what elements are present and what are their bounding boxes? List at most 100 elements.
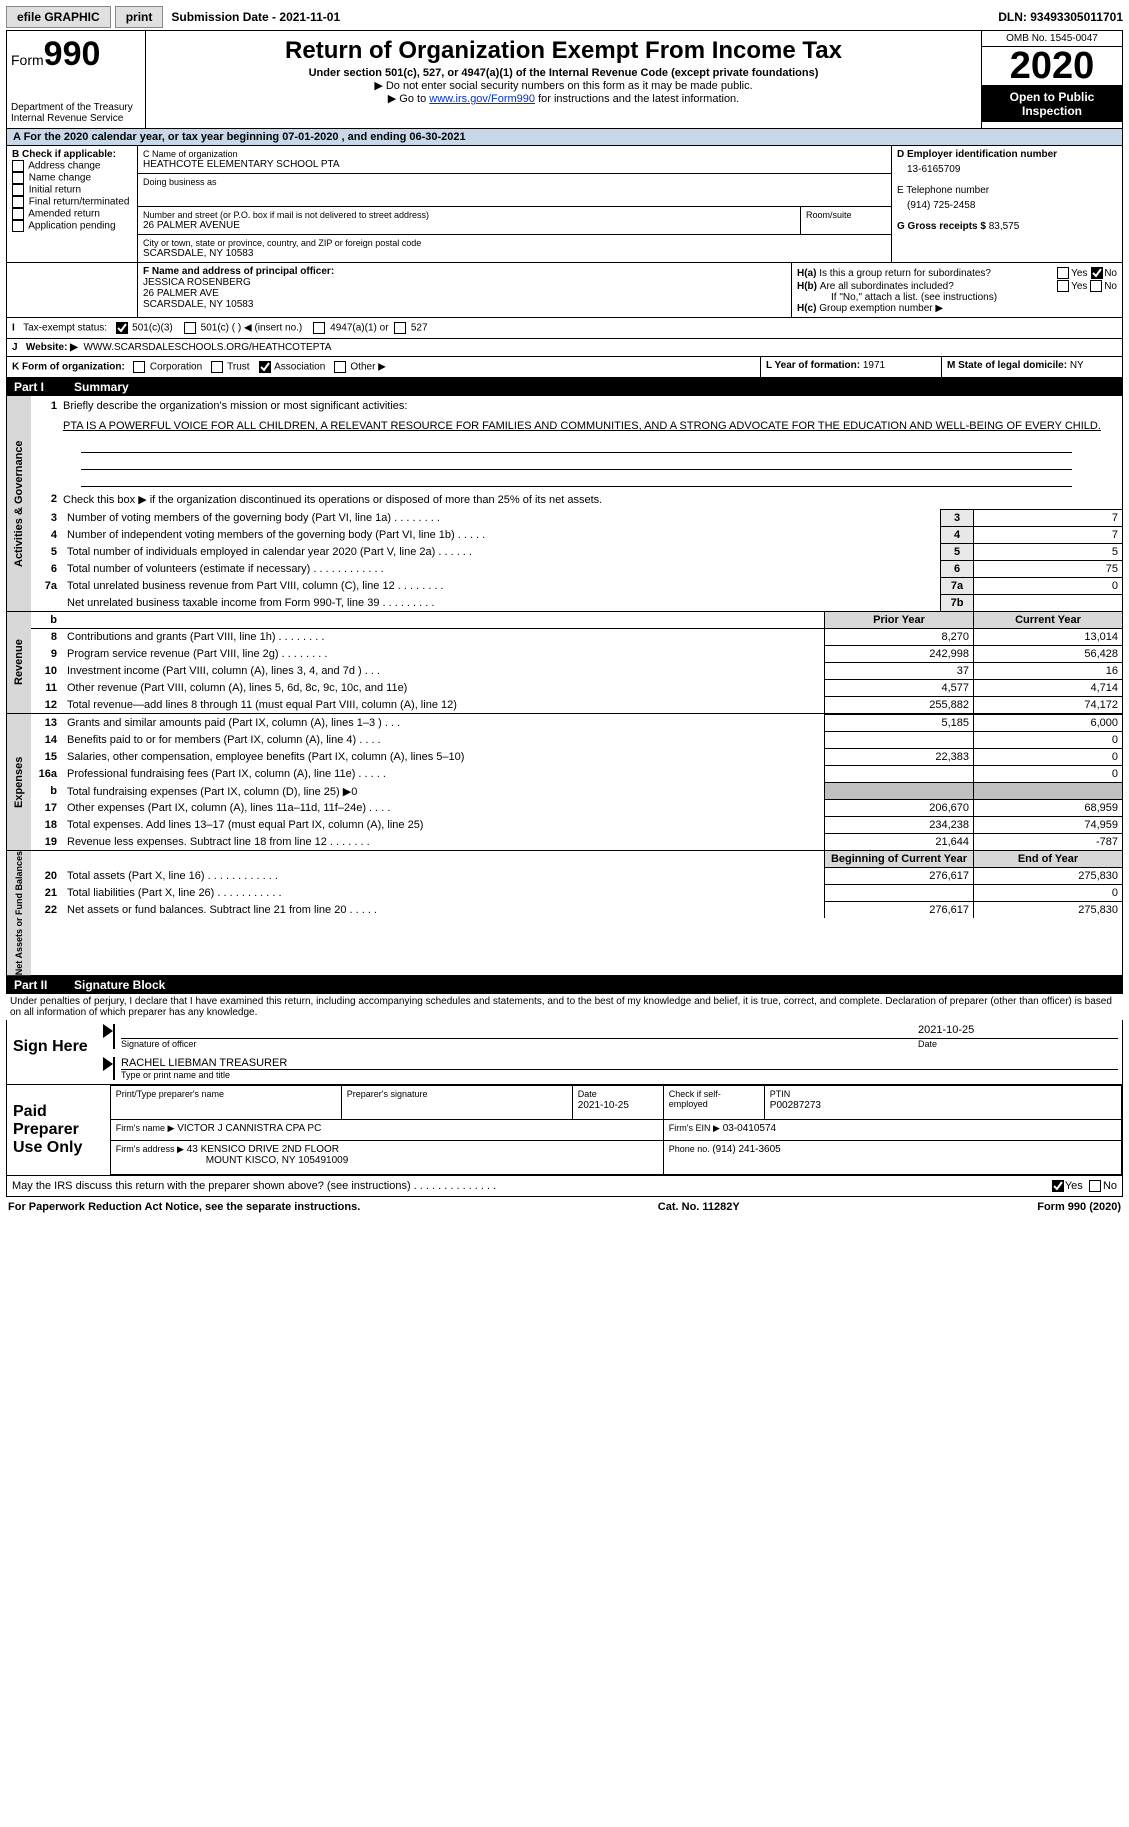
fin-line: Contributions and grants (Part VIII, lin… (63, 629, 825, 646)
c-label: C Name of organization (143, 149, 886, 159)
line2-label: Check this box ▶ if the organization dis… (63, 493, 1118, 506)
b-checkbox[interactable] (12, 160, 24, 172)
b-option: Application pending (12, 220, 132, 232)
fin-line: Net assets or fund balances. Subtract li… (63, 902, 825, 919)
table-row: 10Investment income (Part VIII, column (… (31, 663, 1122, 680)
row-a-tax-year: A For the 2020 calendar year, or tax yea… (6, 129, 1123, 146)
hb-yes-checkbox[interactable] (1057, 280, 1069, 292)
page-footer: For Paperwork Reduction Act Notice, see … (6, 1197, 1123, 1217)
501c-checkbox[interactable] (184, 322, 196, 334)
efile-button[interactable]: efile GRAPHIC (6, 6, 111, 28)
fin-line: Total liabilities (Part X, line 26) . . … (63, 885, 825, 902)
section-f-h: F Name and address of principal officer:… (6, 263, 1123, 318)
hb-label: Are all subordinates included? (820, 281, 1057, 292)
discuss-no-checkbox[interactable] (1089, 1180, 1101, 1192)
discuss-yes-checkbox[interactable] (1051, 1179, 1065, 1193)
b-title: B Check if applicable: (12, 149, 132, 160)
assoc-checkbox[interactable] (258, 360, 272, 374)
fin-line: Other revenue (Part VIII, column (A), li… (63, 680, 825, 697)
ha-no-checkbox[interactable] (1090, 266, 1104, 280)
table-row: 17Other expenses (Part IX, column (A), l… (31, 800, 1122, 817)
table-row: 13Grants and similar amounts paid (Part … (31, 715, 1122, 732)
table-row: 14Benefits paid to or for members (Part … (31, 732, 1122, 749)
527-checkbox[interactable] (394, 322, 406, 334)
irs-label: Internal Revenue Service (11, 113, 141, 124)
row-k-l-m: K Form of organization: Corporation Trus… (6, 357, 1123, 378)
discuss-row: May the IRS discuss this return with the… (6, 1176, 1123, 1197)
ein: 13-6165709 (897, 160, 1117, 185)
b-checkbox[interactable] (12, 196, 24, 208)
corp-checkbox[interactable] (133, 361, 145, 373)
table-row: 20Total assets (Part X, line 16) . . . .… (31, 868, 1122, 885)
part1-header: Part ISummary (6, 378, 1123, 396)
blank-line (81, 472, 1072, 487)
hb-no-checkbox[interactable] (1090, 280, 1102, 292)
form-title: Return of Organization Exempt From Incom… (154, 37, 973, 65)
g-gross-receipts: G Gross receipts $ 83,575 (897, 221, 1117, 232)
website: WWW.SCARSDALESCHOOLS.ORG/HEATHCOTEPTA (83, 342, 331, 353)
b-option: Address change (12, 160, 132, 172)
other-checkbox[interactable] (334, 361, 346, 373)
row-i: I Tax-exempt status: 501(c)(3) 501(c) ( … (6, 318, 1123, 339)
line5: Total number of individuals employed in … (63, 544, 941, 561)
dba-label: Doing business as (143, 177, 886, 187)
section-b-to-g: B Check if applicable: Address change Na… (6, 146, 1123, 263)
ha-label: Is this a group return for subordinates? (819, 268, 1057, 279)
fin-line: Other expenses (Part IX, column (A), lin… (63, 800, 825, 817)
firm-ein: 03-0410574 (723, 1123, 776, 1134)
fin-line: Benefits paid to or for members (Part IX… (63, 732, 825, 749)
table-row: 11Other revenue (Part VIII, column (A), … (31, 680, 1122, 697)
part2-header: Part IISignature Block (6, 976, 1123, 994)
table-row: 21Total liabilities (Part X, line 26) . … (31, 885, 1122, 902)
fin-line: Total revenue—add lines 8 through 11 (mu… (63, 697, 825, 714)
hc-label: Group exemption number ▶ (819, 303, 943, 314)
table-row: 22Net assets or fund balances. Subtract … (31, 902, 1122, 919)
table-row: 9Program service revenue (Part VIII, lin… (31, 646, 1122, 663)
org-name: HEATHCOTE ELEMENTARY SCHOOL PTA (143, 159, 886, 170)
city-label: City or town, state or province, country… (143, 238, 886, 248)
fin-line: Total expenses. Add lines 13–17 (must eq… (63, 817, 825, 834)
sign-here-block: Sign Here 2021-10-25 Signature of office… (6, 1020, 1123, 1085)
fin-line: Total assets (Part X, line 16) . . . . .… (63, 868, 825, 885)
line7a: Total unrelated business revenue from Pa… (63, 578, 941, 595)
open-inspection: Open to Public Inspection (982, 86, 1122, 122)
mission-text: PTA IS A POWERFUL VOICE FOR ALL CHILDREN… (63, 420, 1118, 432)
room-label: Room/suite (806, 210, 886, 220)
table-row: 19Revenue less expenses. Subtract line 1… (31, 834, 1122, 851)
arrow-icon (103, 1057, 113, 1071)
sig-officer-label: Signature of officer (121, 1039, 910, 1049)
4947-checkbox[interactable] (313, 322, 325, 334)
table-row: 8Contributions and grants (Part VIII, li… (31, 629, 1122, 646)
trust-checkbox[interactable] (211, 361, 223, 373)
line3: Number of voting members of the governin… (63, 510, 941, 527)
fin-line: Salaries, other compensation, employee b… (63, 749, 825, 766)
form990-link[interactable]: www.irs.gov/Form990 (429, 93, 535, 105)
firm-addr: 43 KENSICO DRIVE 2ND FLOOR (187, 1144, 339, 1155)
b-option: Initial return (12, 184, 132, 196)
hb-note: If "No," attach a list. (see instruction… (797, 292, 1117, 303)
blank-line (81, 455, 1072, 470)
vtab-net-assets: Net Assets or Fund Balances (7, 851, 31, 975)
f-label: F Name and address of principal officer: (143, 266, 786, 277)
dept-treasury: Department of the Treasury (11, 102, 141, 113)
b-option: Name change (12, 172, 132, 184)
firm-phone: (914) 241-3605 (712, 1144, 780, 1155)
ha-yes-checkbox[interactable] (1057, 267, 1069, 279)
501c3-checkbox[interactable] (115, 321, 129, 335)
officer-addr1: 26 PALMER AVE (143, 288, 786, 299)
b-checkbox[interactable] (12, 184, 24, 196)
b-checkbox[interactable] (12, 220, 24, 232)
print-button[interactable]: print (115, 6, 164, 28)
line7b: Net unrelated business taxable income fr… (63, 595, 941, 612)
form-subtitle-1: Under section 501(c), 527, or 4947(a)(1)… (154, 67, 973, 79)
addr-label: Number and street (or P.O. box if mail i… (143, 210, 795, 220)
perjury-declaration: Under penalties of perjury, I declare th… (6, 994, 1123, 1020)
b-checkbox[interactable] (12, 172, 24, 184)
line1-label: Briefly describe the organization's miss… (63, 400, 1118, 412)
b-checkbox[interactable] (12, 208, 24, 220)
b-option: Amended return (12, 208, 132, 220)
table-row: 15Salaries, other compensation, employee… (31, 749, 1122, 766)
vtab-expenses: Expenses (7, 714, 31, 850)
expenses-section: Expenses 13Grants and similar amounts pa… (6, 714, 1123, 851)
fin-line: Grants and similar amounts paid (Part IX… (63, 715, 825, 732)
